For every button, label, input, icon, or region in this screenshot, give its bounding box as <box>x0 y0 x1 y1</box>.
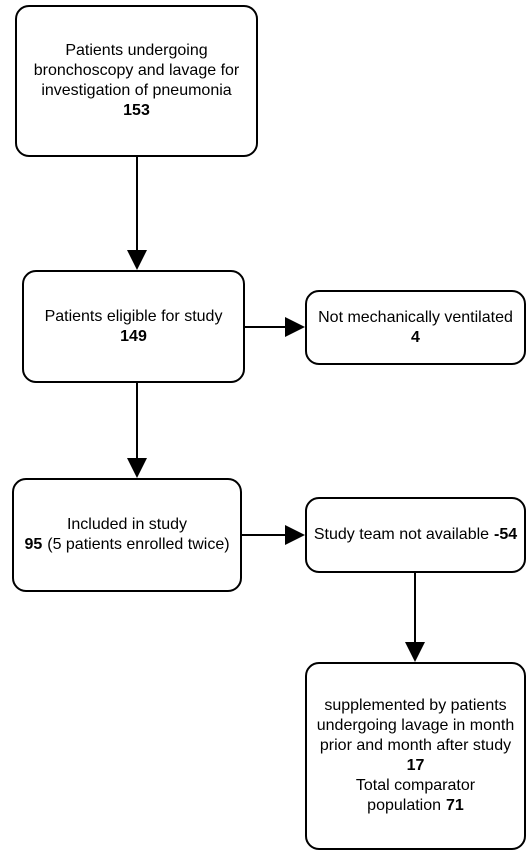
node-label: Not mechanically ventilated <box>318 308 513 326</box>
node: Patients eligible for study 149 <box>22 270 245 383</box>
node-count: -54 <box>494 526 518 543</box>
node-total: Total comparator population 71 <box>313 776 518 816</box>
node-count: 95 <box>24 536 43 553</box>
node: Patients undergoing bronchoscopy and lav… <box>15 5 258 157</box>
total-label: Total comparator population <box>355 777 476 814</box>
node: Not mechanically ventilated 4 <box>305 290 526 365</box>
node-count: 4 <box>411 328 420 346</box>
node-label: Patients undergoing bronchoscopy and lav… <box>33 42 240 99</box>
node-label: Patients eligible for study <box>44 307 223 325</box>
node-label: Included in study <box>66 516 188 533</box>
node-label: supplemented by patients undergoing lava… <box>316 697 515 754</box>
node-label: Study team not available <box>313 526 490 543</box>
node-count: 153 <box>123 102 150 119</box>
node-note: (5 patients enrolled twice) <box>47 536 230 553</box>
node: Included in study 95 (5 patients enrolled… <box>12 478 242 592</box>
node-count: 149 <box>120 327 147 345</box>
node: supplemented by patients undergoing lava… <box>305 662 526 850</box>
node-detail: 95 (5 patients enrolled twice) <box>24 535 229 555</box>
node: Study team not available -54 <box>305 497 526 573</box>
total-count: 71 <box>446 797 464 814</box>
node-count: 17 <box>406 757 425 774</box>
node-text: Study team not available -54 <box>314 525 517 545</box>
